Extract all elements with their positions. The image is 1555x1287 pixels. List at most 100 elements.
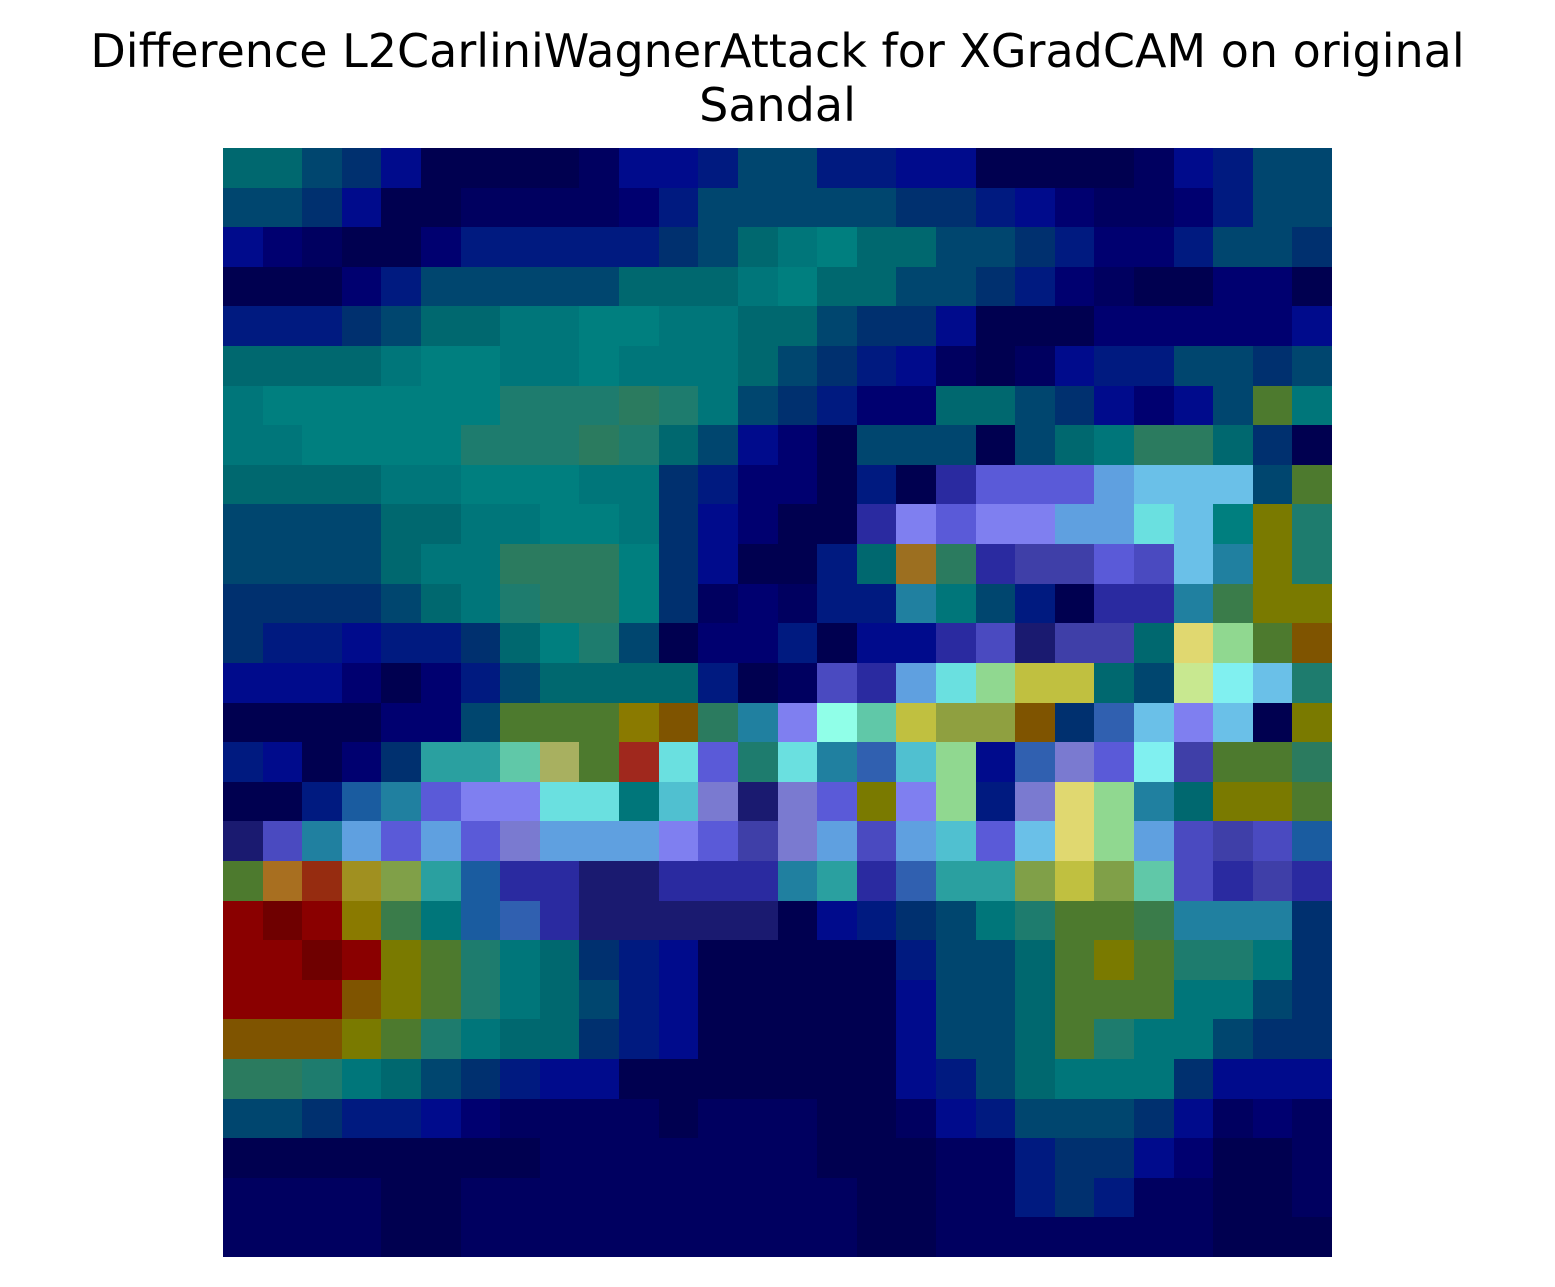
heatmap-cell <box>1174 703 1213 742</box>
heatmap-cell <box>857 1138 896 1178</box>
heatmap-cell <box>896 1099 936 1138</box>
heatmap-cell <box>817 940 857 980</box>
heatmap-cell <box>579 663 619 703</box>
heatmap-cell <box>579 306 619 346</box>
heatmap-cell <box>659 1019 698 1059</box>
heatmap-cell <box>223 306 263 346</box>
heatmap-cell <box>461 465 500 504</box>
heatmap-cell <box>698 821 738 861</box>
heatmap-cell <box>579 1178 619 1217</box>
heatmap-cell <box>1015 425 1055 465</box>
heatmap-cell <box>659 227 698 267</box>
heatmap-cell <box>778 504 817 544</box>
heatmap-cell <box>500 901 540 940</box>
heatmap-cell <box>738 1059 778 1099</box>
heatmap-cell <box>540 940 579 980</box>
heatmap-cell <box>579 544 619 584</box>
heatmap-cell <box>1055 901 1094 940</box>
heatmap-cell <box>1213 1138 1253 1178</box>
heatmap-cell <box>1055 148 1094 188</box>
heatmap-cell <box>738 386 778 425</box>
heatmap-cell <box>223 188 263 227</box>
heatmap-cell <box>263 861 302 901</box>
heatmap-cell <box>579 980 619 1019</box>
heatmap-cell <box>1174 188 1213 227</box>
heatmap-cell <box>1015 227 1055 267</box>
heatmap-cell <box>1094 663 1134 703</box>
heatmap-cell <box>1134 227 1174 267</box>
heatmap-cell <box>263 703 302 742</box>
heatmap-cell <box>857 306 896 346</box>
heatmap-cell <box>659 1138 698 1178</box>
heatmap-cell <box>896 940 936 980</box>
heatmap-cell <box>342 623 381 663</box>
heatmap-cell <box>1213 1217 1253 1257</box>
heatmap-cell <box>1292 980 1332 1019</box>
heatmap-cell <box>1134 1099 1174 1138</box>
heatmap-cell <box>540 504 579 544</box>
heatmap-cell <box>936 346 976 386</box>
heatmap-cell <box>1174 1059 1213 1099</box>
heatmap-cell <box>698 1099 738 1138</box>
heatmap-cell <box>342 821 381 861</box>
heatmap-cell <box>976 1019 1015 1059</box>
heatmap-cell <box>579 267 619 306</box>
heatmap-cell <box>342 861 381 901</box>
heatmap-cell <box>698 148 738 188</box>
heatmap-cell <box>540 1217 579 1257</box>
heatmap-cell <box>302 346 342 386</box>
heatmap-cell <box>896 465 936 504</box>
heatmap-cell <box>342 1019 381 1059</box>
heatmap-cell <box>659 584 698 623</box>
heatmap-cell <box>936 1099 976 1138</box>
heatmap-cell <box>223 782 263 821</box>
heatmap-cell <box>1213 980 1253 1019</box>
heatmap-cell <box>857 227 896 267</box>
heatmap-cell <box>461 940 500 980</box>
heatmap-cell <box>857 901 896 940</box>
heatmap-cell <box>659 504 698 544</box>
heatmap-cell <box>976 544 1015 584</box>
heatmap-cell <box>1055 584 1094 623</box>
heatmap-cell <box>421 742 461 782</box>
heatmap-cell <box>1213 386 1253 425</box>
heatmap-cell <box>1055 346 1094 386</box>
heatmap-cell <box>619 188 659 227</box>
chart-title: Difference L2CarliniWagnerAttack for XGr… <box>0 24 1555 132</box>
heatmap-cell <box>738 227 778 267</box>
heatmap-cell <box>421 306 461 346</box>
heatmap-cell <box>1213 188 1253 227</box>
heatmap-cell <box>1253 267 1292 306</box>
heatmap-cell <box>857 663 896 703</box>
heatmap-cell <box>1253 188 1292 227</box>
heatmap-cell <box>381 1178 421 1217</box>
heatmap-cell <box>263 980 302 1019</box>
heatmap-cell <box>461 980 500 1019</box>
heatmap-cell <box>421 940 461 980</box>
heatmap-cell <box>1094 544 1134 584</box>
heatmap-cell <box>540 901 579 940</box>
heatmap-cell <box>1094 1099 1134 1138</box>
heatmap-cell <box>461 1138 500 1178</box>
heatmap-cell <box>698 1138 738 1178</box>
heatmap-cell <box>1213 1059 1253 1099</box>
heatmap-cell <box>1094 623 1134 663</box>
heatmap-cell <box>1094 782 1134 821</box>
heatmap-cell <box>1292 306 1332 346</box>
heatmap-cell <box>1094 1178 1134 1217</box>
heatmap-cell <box>817 980 857 1019</box>
heatmap-cell <box>500 782 540 821</box>
heatmap <box>223 148 1332 1257</box>
heatmap-cell <box>342 267 381 306</box>
heatmap-cell <box>619 821 659 861</box>
heatmap-cell <box>579 148 619 188</box>
heatmap-cell <box>302 980 342 1019</box>
heatmap-cell <box>778 1138 817 1178</box>
heatmap-cell <box>857 425 896 465</box>
heatmap-cell <box>1213 227 1253 267</box>
heatmap-cell <box>936 703 976 742</box>
heatmap-cell <box>1015 1059 1055 1099</box>
heatmap-cell <box>302 188 342 227</box>
heatmap-cell <box>896 861 936 901</box>
heatmap-cell <box>619 306 659 346</box>
